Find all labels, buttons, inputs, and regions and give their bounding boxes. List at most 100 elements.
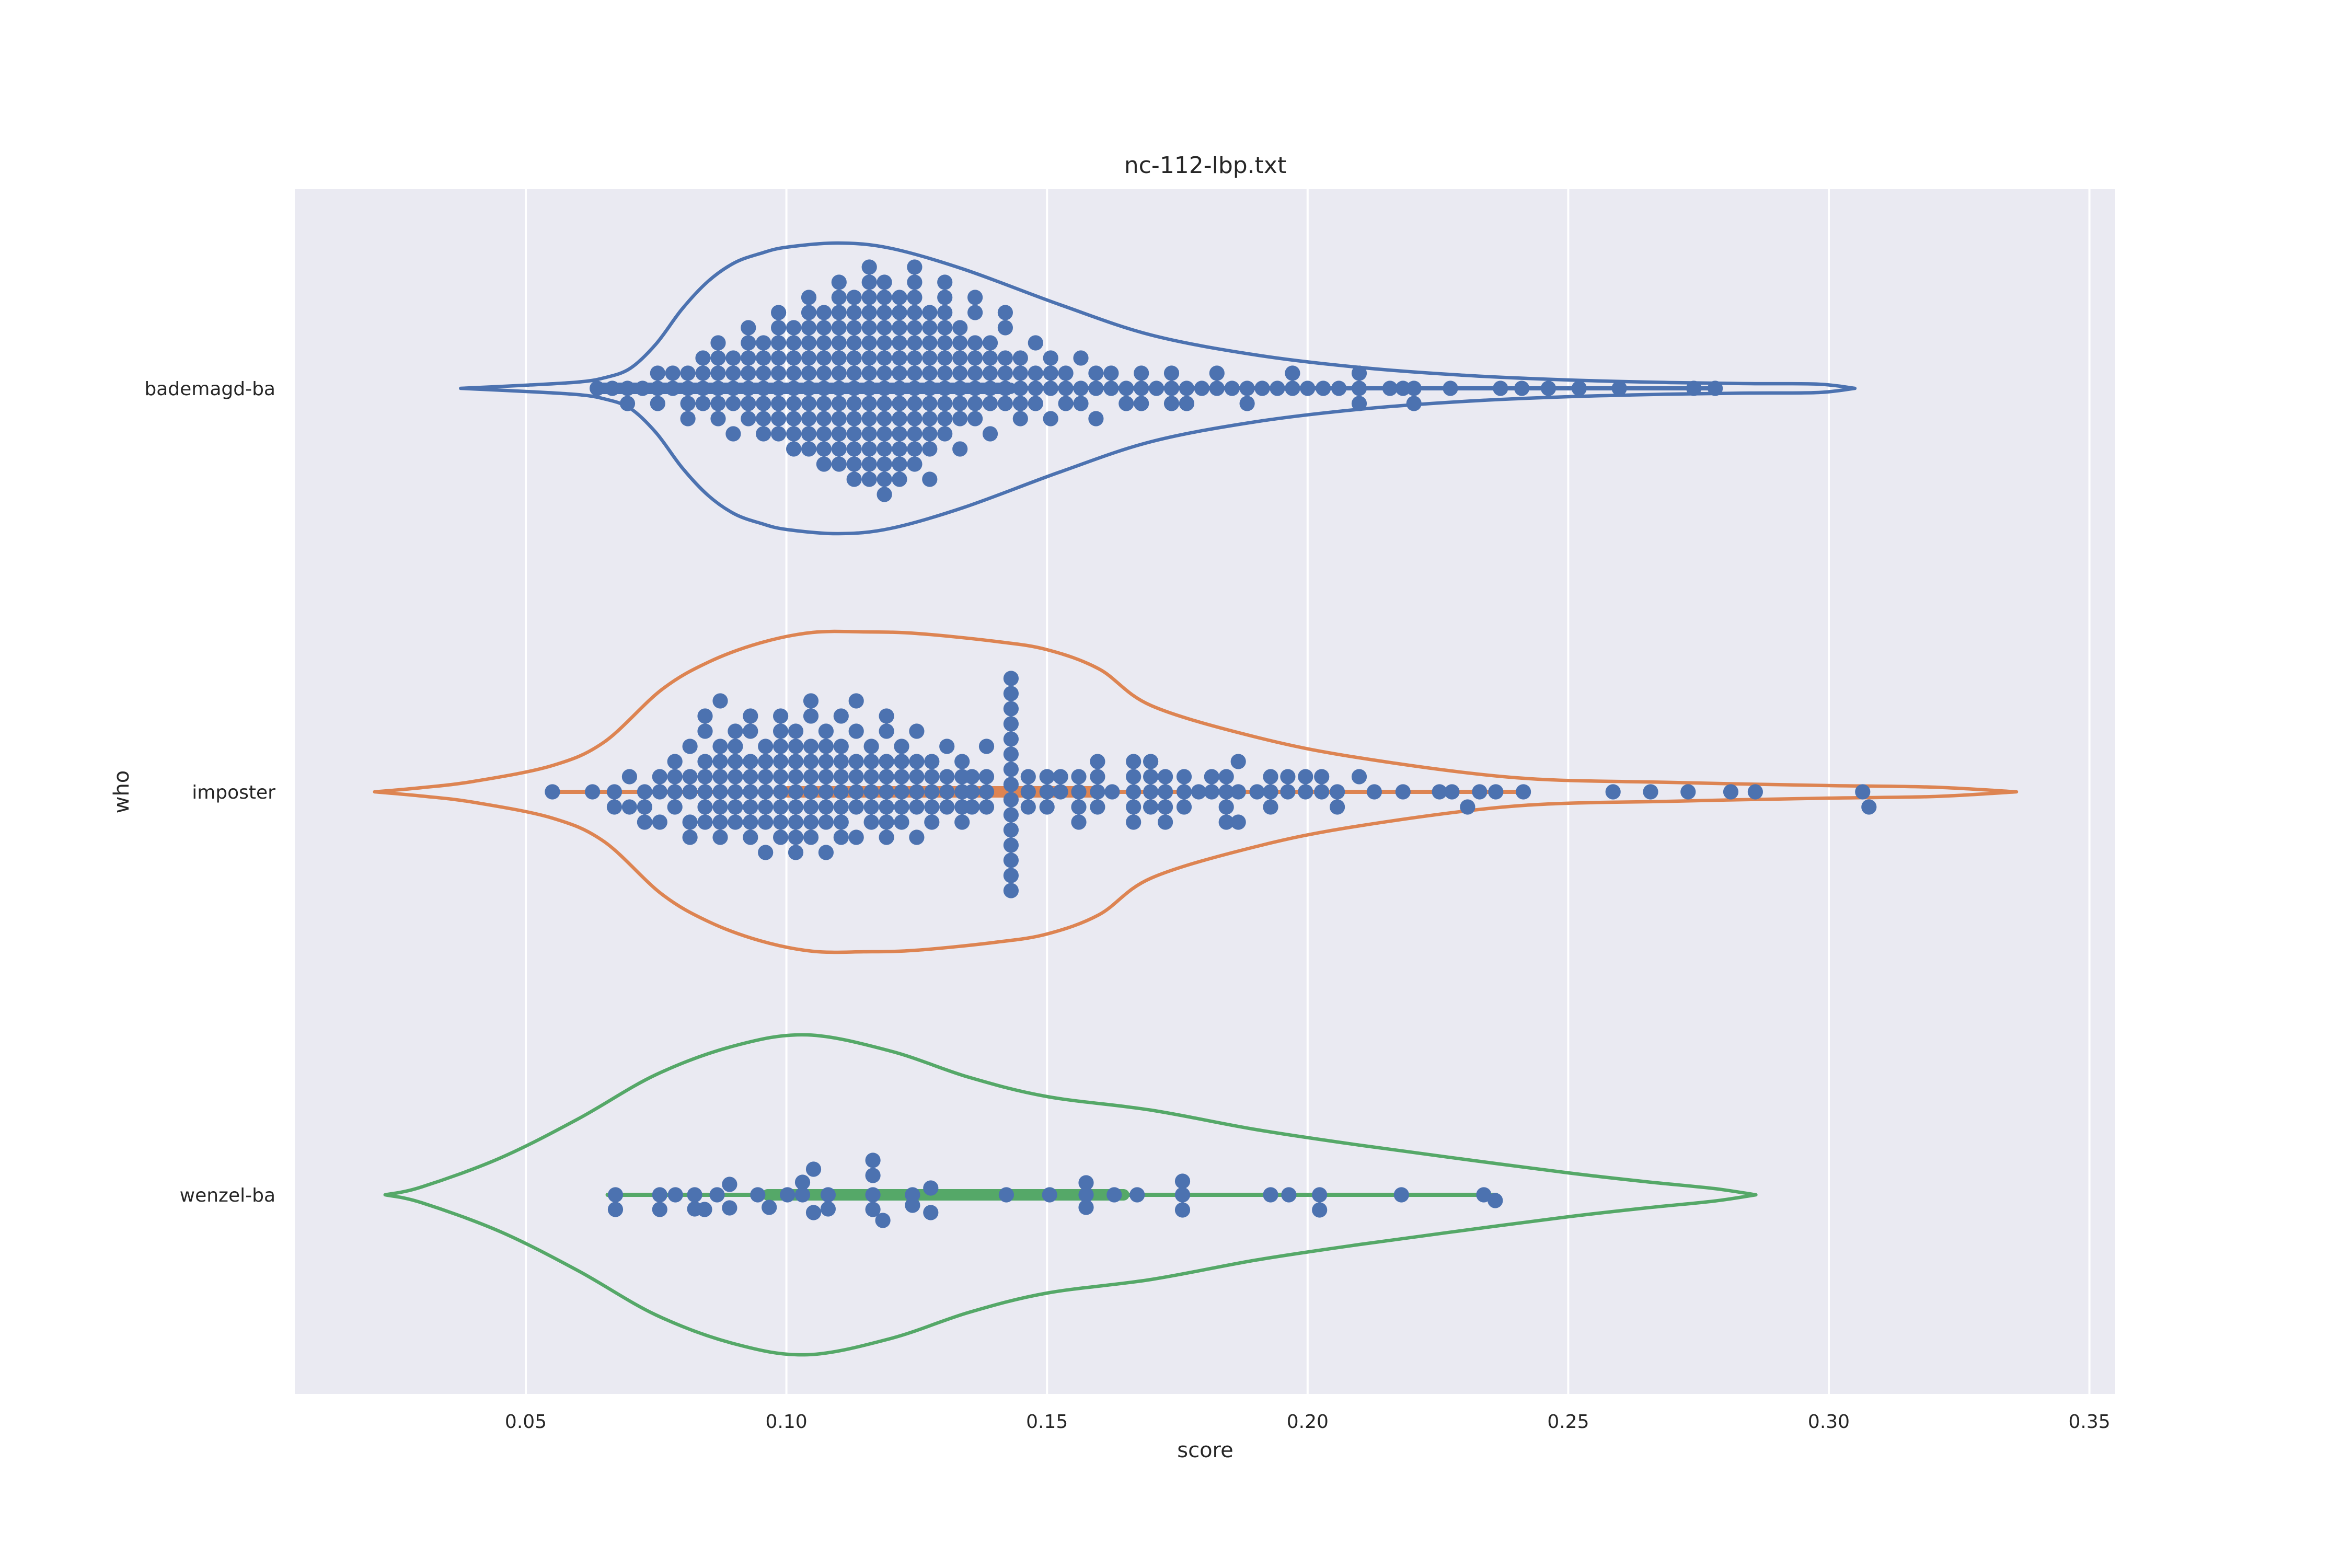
swarm-point [697,769,713,785]
swarm-point [725,365,741,381]
swarm-point [758,814,774,830]
swarm-point [863,754,879,769]
swarm-point [788,829,804,845]
swarm-point [816,350,832,366]
swarm-point [728,739,743,754]
swarm-point [1174,1202,1191,1218]
category-label-imposter: imposter [192,782,275,803]
swarm-point [818,814,834,830]
swarm-point [801,350,817,366]
swarm-point [937,426,953,442]
swarm-point [712,784,728,800]
swarm-point [771,396,787,411]
swarm-point [786,411,802,426]
swarm-point [848,693,864,709]
swarm-point [743,829,758,845]
swarm-point [680,411,696,426]
swarm-point [1351,769,1367,785]
swarm-point [1476,1187,1492,1203]
swarm-point [1119,381,1134,396]
swarm-point [997,320,1013,336]
swarm-point [892,320,907,336]
swarm-point [786,396,802,411]
swarm-point [818,799,834,815]
swarm-point [861,335,877,351]
swarm-point [937,290,953,305]
swarm-point [1351,396,1367,411]
swarm-point [722,1177,737,1192]
swarm-point [848,784,864,800]
swarm-point [967,365,983,381]
swarm-point [803,754,819,769]
swarm-point [743,723,758,739]
swarm-point [846,320,862,336]
swarm-point [710,335,726,351]
swarm-point [1351,381,1367,396]
swarm-point [861,350,877,366]
swarm-point [831,441,847,457]
swarm-point [892,381,907,396]
swarm-point [1053,769,1068,785]
swarm-point [621,769,637,785]
swarm-point [861,290,877,305]
swarm-point [1298,769,1313,785]
swarm-point [665,381,681,396]
swarm-point [728,814,743,830]
swarm-point [863,784,879,800]
swarm-point [1012,396,1028,411]
swarm-point [1126,814,1142,830]
swarm-point [803,784,819,800]
swarm-point [978,784,995,800]
swarm-point [667,799,683,815]
swarm-point [820,1201,836,1217]
swarm-point [788,845,804,860]
swarm-point [967,305,983,320]
swarm-point [879,723,894,739]
swarm-point [604,381,620,396]
swarm-point [833,769,849,785]
swarm-point [1179,381,1194,396]
swarm-point [833,799,849,815]
swarm-point [758,845,774,860]
swarm-point [1149,381,1165,396]
swarm-point [816,396,832,411]
swarm-point [1134,396,1149,411]
swarm-point [894,739,909,754]
swarm-point [697,784,713,800]
swarm-point [1003,731,1019,747]
swarm-point [1230,814,1246,830]
swarm-point [894,784,909,800]
swarm-point [712,754,728,769]
swarm-point [848,829,864,845]
swarm-point [697,799,713,815]
swarm-point [756,365,771,381]
swarm-point [907,305,923,320]
swarm-point [863,739,879,754]
chart-title: nc-112-lbp.txt [1124,152,1286,179]
swarm-point [831,274,847,290]
swarm-point [741,381,756,396]
swarm-point [892,365,907,381]
swarm-point [1078,1187,1094,1203]
swarm-point [1071,784,1087,800]
swarm-point [762,1200,777,1215]
swarm-point [892,350,907,366]
swarm-point [833,814,849,830]
swarm-point [1003,671,1019,686]
swarm-point [952,381,968,396]
swarm-point [682,814,698,830]
swarm-point [907,320,923,336]
swarm-point [1855,784,1871,800]
swarm-point [1163,365,1180,381]
swarm-point [861,381,877,396]
swarm-point [1176,784,1192,800]
swarm-point [907,411,923,426]
swarm-point [952,441,968,457]
swarm-point [801,441,817,457]
swarm-point [1073,396,1089,411]
x-tick-label: 0.15 [1026,1411,1068,1433]
swarm-point [905,1187,920,1203]
swarm-point [788,799,804,815]
swarm-point [877,441,892,457]
